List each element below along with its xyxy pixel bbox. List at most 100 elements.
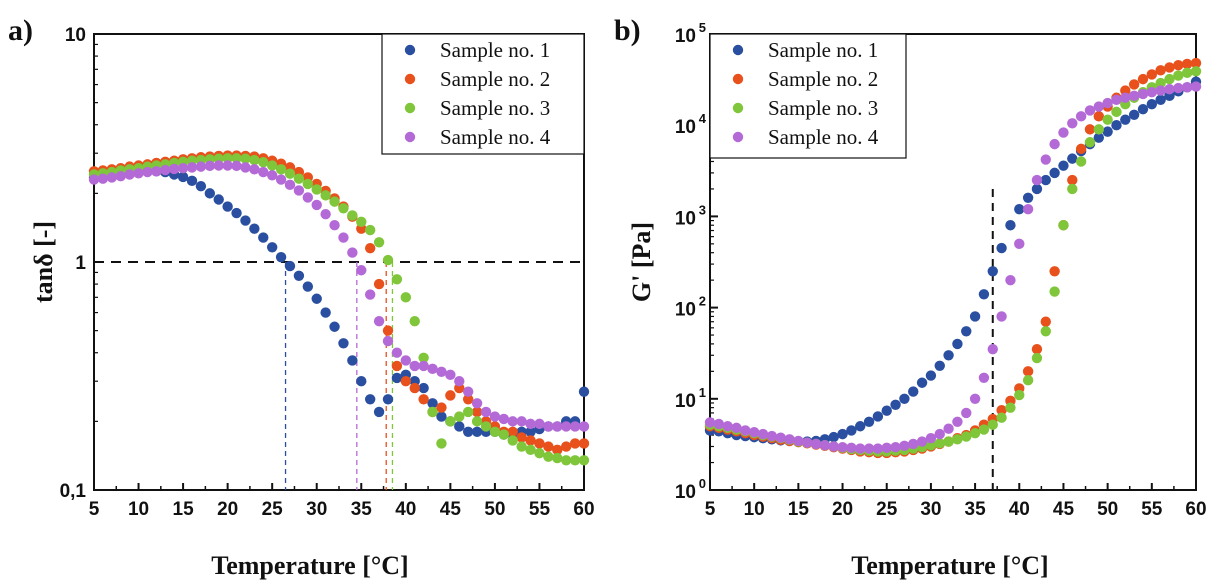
panel-a-data-point <box>534 418 545 430</box>
panel-a-data-point <box>578 386 590 397</box>
panel-a-data-point <box>222 153 233 164</box>
panel-b-data-point <box>908 438 919 450</box>
panel-a-x-tick-label: 45 <box>440 499 462 520</box>
panel-a-letter: a) <box>8 14 33 47</box>
panel-a-data-point <box>293 185 305 196</box>
panel-b-data-point <box>996 242 1007 254</box>
panel-a-x-tick-label: 10 <box>128 499 149 520</box>
panel-a-data-point <box>534 438 545 449</box>
panel-b-data-point <box>855 443 866 454</box>
panel-a-data-point <box>222 201 233 212</box>
panel-a-data-point <box>418 352 429 364</box>
panel-b-data-point <box>1190 57 1202 69</box>
panel-b-data-point <box>722 421 733 432</box>
panel-a-data-point <box>302 192 314 203</box>
panel-a-data-point <box>275 251 287 263</box>
panel-a-data-point <box>258 156 269 168</box>
panel-a-x-axis-title: Temperature [°C] <box>211 551 408 580</box>
panel-a-data-point <box>409 360 420 372</box>
panel-b-data-point <box>1155 77 1166 89</box>
panel-a-data-point <box>445 416 456 427</box>
panel-b-y-axis-title: G' [Pa] <box>627 222 656 302</box>
panel-b-data-point <box>1093 132 1105 143</box>
panel-a-data-point <box>124 169 135 180</box>
panel-a-y-tick-label: 1 <box>75 253 86 274</box>
panel-a-legend-label: Sample no. 1 <box>440 38 550 62</box>
panel-b-data-point <box>1049 286 1060 297</box>
panel-b-data-point <box>1093 101 1105 112</box>
panel-b-data-point <box>1111 120 1122 131</box>
panel-b-data-point <box>1067 153 1078 164</box>
panel-b-data-point <box>731 422 742 434</box>
panel-a-data-point <box>427 406 438 418</box>
panel-a-data-point <box>418 382 429 394</box>
panel-b-y-tick-label: 10 <box>675 482 696 503</box>
panel-a-data-point <box>454 421 465 432</box>
panel-a-data-point <box>382 254 394 266</box>
panel-b-data-point <box>952 416 963 427</box>
panel-a-data-point <box>552 452 563 464</box>
panel-a-data-point <box>462 386 474 397</box>
panel-b-data-point <box>1014 203 1025 215</box>
panel-a-data-point <box>516 441 527 452</box>
panel-b-data-point <box>969 427 981 439</box>
panel-b-legend-marker <box>732 131 744 143</box>
panel-b-data-point <box>943 436 954 447</box>
panel-b-data-point <box>1075 143 1087 155</box>
panel-a-data-point <box>552 444 563 456</box>
panel-a-data-point <box>525 435 536 446</box>
panel-a-x-tick-label: 30 <box>306 499 327 520</box>
panel-b-data-point <box>1164 62 1175 73</box>
panel-a-tan-delta: a) tanδ [-] Temperature [°C] 5 10 15 20 25 30… <box>8 14 595 580</box>
panel-a-data-point <box>436 438 447 449</box>
panel-a-data-point <box>88 174 100 185</box>
panel-a-data-point <box>569 455 581 466</box>
panel-a-data-point <box>400 355 412 366</box>
panel-a-data-point <box>177 162 189 174</box>
panel-b-data-point <box>916 377 928 388</box>
panel-a-data-point <box>293 173 305 184</box>
panel-b-data-point <box>987 343 998 355</box>
panel-a-x-tick-label: 15 <box>173 499 195 520</box>
panel-b-data-point <box>1014 389 1025 401</box>
panel-a-data-point <box>543 441 554 452</box>
panel-b-data-point <box>863 416 875 427</box>
panel-b-data-point <box>1128 79 1140 90</box>
panel-b-data-point <box>793 435 804 447</box>
panel-a-data-point <box>115 170 126 182</box>
panel-b-data-point <box>740 425 751 436</box>
panel-a-data-point <box>347 210 358 221</box>
panel-b-data-point <box>1022 203 1034 215</box>
panel-a-data-point <box>489 426 501 437</box>
panel-a-data-point <box>454 411 465 422</box>
panel-a-data-point <box>427 363 438 375</box>
panel-b-data-point <box>934 428 945 440</box>
panel-a-data-point <box>142 166 153 178</box>
panel-a-legend-label: Sample no. 4 <box>440 125 551 149</box>
panel-b-data-point <box>1040 326 1051 337</box>
panel-b-data-point <box>863 443 875 454</box>
panel-a-data-point <box>356 265 367 276</box>
panel-a-data-point <box>249 223 260 234</box>
panel-a-data-point <box>525 444 536 456</box>
panel-a-data-point <box>204 160 216 172</box>
panel-a-data-point <box>240 153 251 164</box>
panel-a-legend-marker <box>404 44 416 56</box>
panel-b-data-point <box>837 428 848 440</box>
panel-a-x-tick-label: 55 <box>529 499 551 520</box>
panel-a-data-point <box>480 406 492 418</box>
panel-a-legend: Sample no. 1 Sample no. 2 Sample no. 3 Samp… <box>381 33 585 155</box>
panel-a-data-point <box>302 281 314 292</box>
panel-b-data-point <box>961 407 972 419</box>
panel-b-legend-label: Sample no. 4 <box>768 125 879 149</box>
panel-b-data-point <box>846 442 857 454</box>
panel-b-data-point <box>899 393 910 404</box>
panel-b-legend-label: Sample no. 2 <box>768 67 878 91</box>
panel-b-data-point <box>987 419 998 430</box>
panel-b-data-point <box>1049 138 1060 150</box>
panel-a-data-point <box>471 398 483 409</box>
panel-a-data-point <box>284 168 296 179</box>
panel-a-data-point <box>525 418 536 430</box>
panel-a-data-point <box>480 421 492 432</box>
panel-a-data-point <box>258 166 269 178</box>
